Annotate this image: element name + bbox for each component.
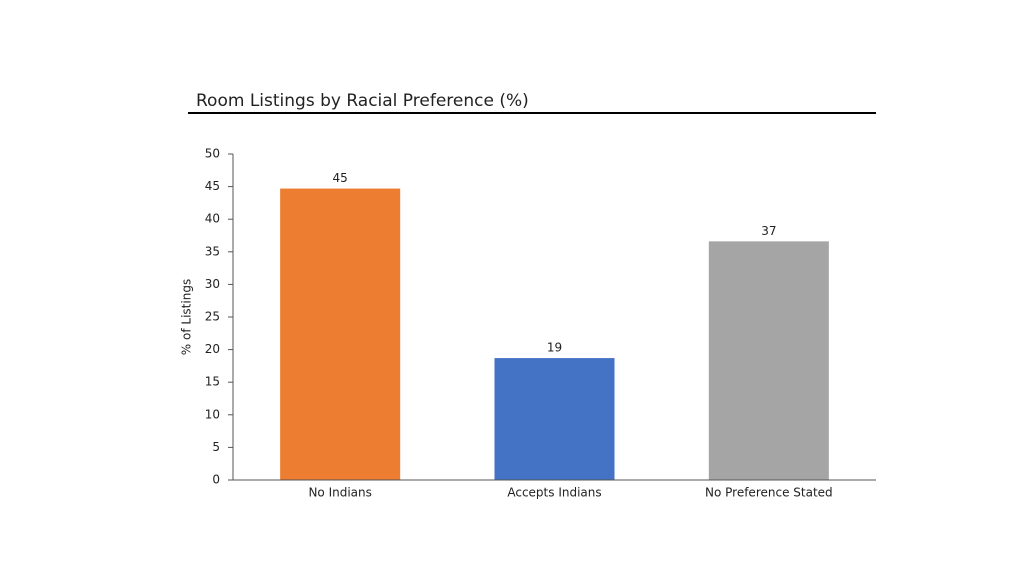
y-tick-label: 20: [205, 342, 220, 356]
y-axis-label: % of Listings: [180, 279, 194, 355]
bar: [494, 358, 615, 480]
y-tick-label: 30: [205, 277, 220, 291]
y-tick-label: 0: [212, 473, 220, 487]
bar: [708, 241, 829, 480]
x-tick-label: Accepts Indians: [507, 486, 601, 500]
y-tick-label: 40: [205, 212, 220, 226]
x-tick-label: No Indians: [308, 486, 371, 500]
bar: [280, 188, 401, 480]
value-label: 45: [333, 171, 348, 185]
value-label: 19: [547, 341, 562, 355]
x-tick-label: No Preference Stated: [705, 486, 833, 500]
y-tick-label: 45: [205, 179, 220, 193]
y-tick-label: 50: [205, 147, 220, 161]
y-tick-label: 35: [205, 244, 220, 258]
value-label: 37: [761, 224, 776, 238]
y-tick-label: 15: [205, 375, 220, 389]
y-tick-label: 10: [205, 407, 220, 421]
y-tick-label: 5: [212, 440, 220, 454]
y-tick-label: 25: [205, 310, 220, 324]
chart-title: Room Listings by Racial Preference (%): [196, 91, 529, 111]
